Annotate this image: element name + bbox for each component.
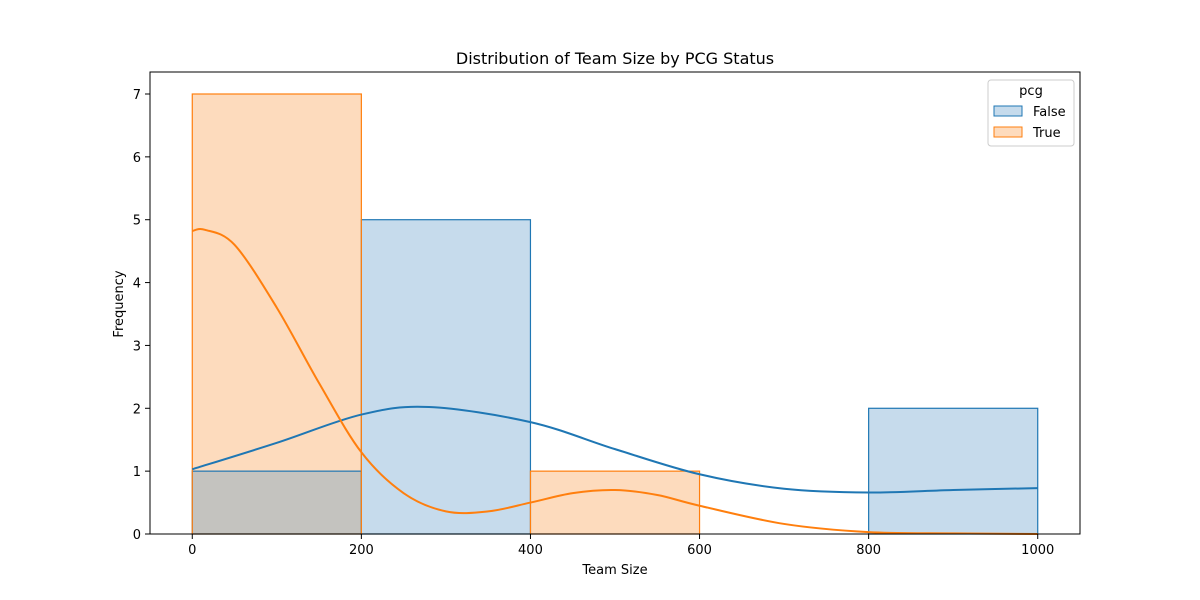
bar-fill-true-0 <box>192 94 362 534</box>
x-tick-label-1000: 1000 <box>1021 543 1054 558</box>
kde-line-false <box>191 405 1038 494</box>
x-tick-label-400: 400 <box>518 543 543 558</box>
y-tick-label-4: 4 <box>133 277 141 292</box>
legend-swatch-true <box>993 126 1023 138</box>
x-axis-label: Team Size <box>581 563 647 578</box>
y-tick-label-7: 7 <box>133 88 141 103</box>
bar-fill-true-2 <box>530 471 700 534</box>
legend-swatch-false <box>993 105 1023 117</box>
y-tick-label-6: 6 <box>133 151 141 166</box>
axes-frame <box>149 71 1081 535</box>
plot-area: 0 200 400 600 800 1000 0 1 2 3 4 5 6 7 <box>133 71 1081 558</box>
y-tick-label-1: 1 <box>133 465 141 480</box>
legend-label-true: True <box>1032 126 1061 141</box>
bar-fill-false-1 <box>361 219 531 534</box>
legend-title: pcg <box>1019 84 1043 99</box>
kde-line-true <box>192 227 1038 535</box>
y-axis-label: Frequency <box>112 270 127 337</box>
y-tick-label-2: 2 <box>133 402 141 417</box>
legend: pcg False True <box>987 79 1075 147</box>
bar-overlap-0 <box>192 471 362 534</box>
legend-label-false: False <box>1033 105 1066 120</box>
x-tick-label-0: 0 <box>188 543 196 558</box>
y-tick-label-5: 5 <box>133 214 141 229</box>
chart-title: Distribution of Team Size by PCG Status <box>456 49 774 68</box>
bar-fill-false-4 <box>868 408 1038 534</box>
x-tick-label-800: 800 <box>856 543 881 558</box>
x-tick-label-600: 600 <box>687 543 712 558</box>
x-tick-label-200: 200 <box>349 543 374 558</box>
y-tick-label-3: 3 <box>133 339 141 354</box>
y-tick-label-0: 0 <box>133 528 141 543</box>
